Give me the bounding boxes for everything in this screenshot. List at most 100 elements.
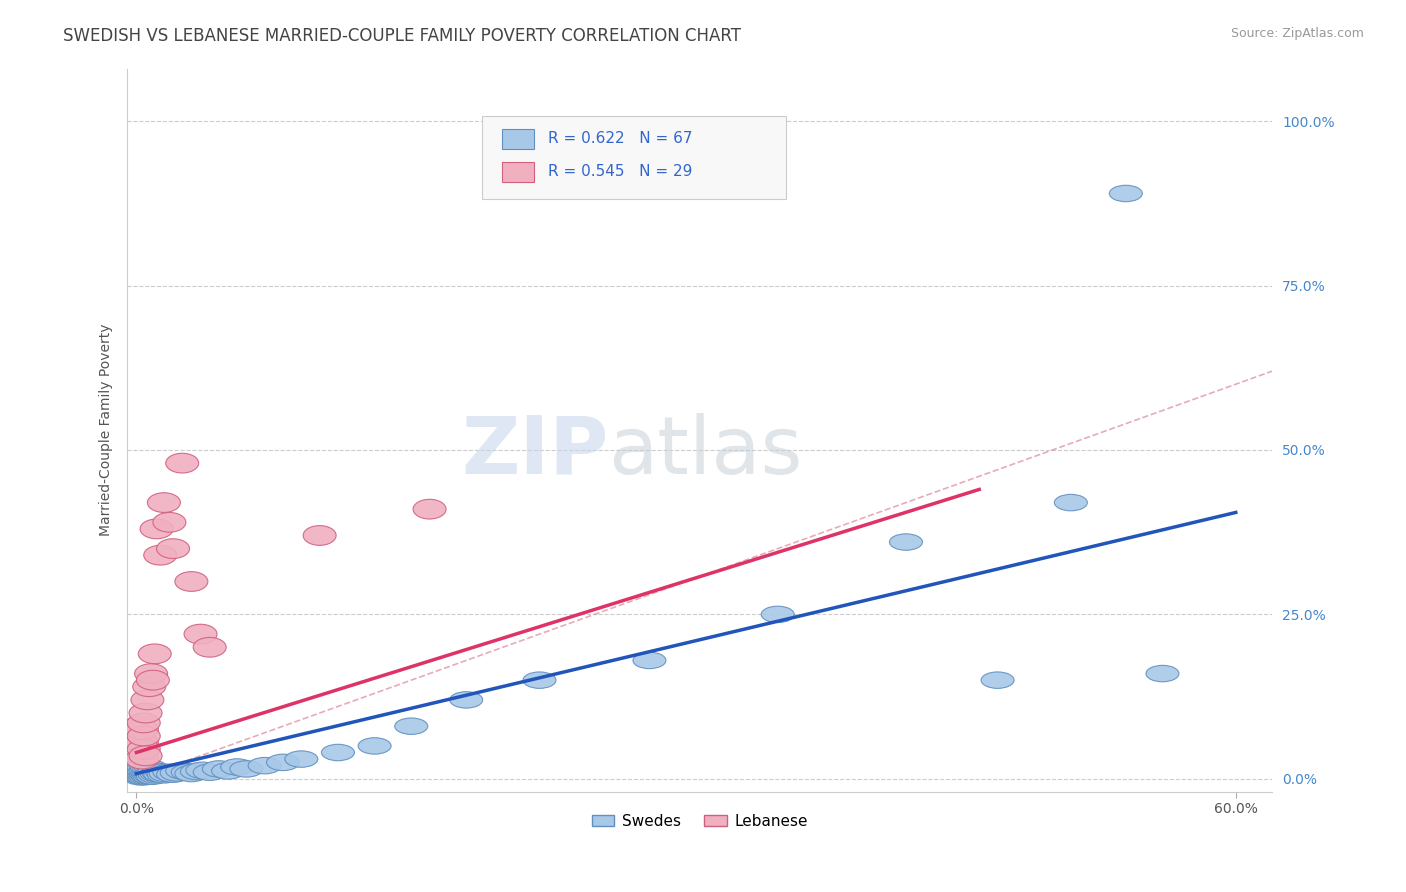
Ellipse shape xyxy=(143,545,177,565)
Ellipse shape xyxy=(129,703,162,723)
Ellipse shape xyxy=(122,763,155,779)
Y-axis label: Married-Couple Family Poverty: Married-Couple Family Poverty xyxy=(100,324,114,536)
Ellipse shape xyxy=(124,761,156,777)
Ellipse shape xyxy=(148,766,180,783)
Ellipse shape xyxy=(172,764,204,780)
Legend: Swedes, Lebanese: Swedes, Lebanese xyxy=(585,808,814,835)
Ellipse shape xyxy=(166,763,198,779)
Ellipse shape xyxy=(128,763,160,779)
Text: ZIP: ZIP xyxy=(461,413,609,491)
Ellipse shape xyxy=(143,766,177,782)
Text: SWEDISH VS LEBANESE MARRIED-COUPLE FAMILY POVERTY CORRELATION CHART: SWEDISH VS LEBANESE MARRIED-COUPLE FAMIL… xyxy=(63,27,741,45)
Ellipse shape xyxy=(132,677,166,697)
Ellipse shape xyxy=(761,607,794,623)
Ellipse shape xyxy=(413,500,446,519)
Ellipse shape xyxy=(1146,665,1180,681)
Ellipse shape xyxy=(1109,186,1142,202)
FancyBboxPatch shape xyxy=(482,116,786,199)
Text: Source: ZipAtlas.com: Source: ZipAtlas.com xyxy=(1230,27,1364,40)
Ellipse shape xyxy=(304,525,336,545)
Ellipse shape xyxy=(153,764,186,780)
Ellipse shape xyxy=(267,754,299,771)
Ellipse shape xyxy=(160,764,193,781)
Ellipse shape xyxy=(136,764,169,780)
Ellipse shape xyxy=(129,768,162,784)
FancyBboxPatch shape xyxy=(502,161,534,182)
Ellipse shape xyxy=(141,765,173,781)
Ellipse shape xyxy=(395,718,427,734)
Ellipse shape xyxy=(122,736,155,756)
Ellipse shape xyxy=(129,765,162,781)
Ellipse shape xyxy=(124,764,156,780)
Ellipse shape xyxy=(149,765,183,781)
Ellipse shape xyxy=(138,763,172,779)
Ellipse shape xyxy=(142,764,174,781)
Ellipse shape xyxy=(523,672,555,689)
Ellipse shape xyxy=(122,723,155,743)
Ellipse shape xyxy=(129,746,162,765)
Text: R = 0.545   N = 29: R = 0.545 N = 29 xyxy=(547,164,692,179)
Ellipse shape xyxy=(136,670,169,690)
Ellipse shape xyxy=(141,519,173,539)
Ellipse shape xyxy=(131,690,165,710)
Ellipse shape xyxy=(193,638,226,657)
Ellipse shape xyxy=(129,757,162,774)
Ellipse shape xyxy=(153,512,186,533)
Ellipse shape xyxy=(124,730,156,749)
Ellipse shape xyxy=(125,720,159,739)
Ellipse shape xyxy=(166,453,198,473)
Ellipse shape xyxy=(135,760,167,777)
Ellipse shape xyxy=(981,672,1014,689)
Ellipse shape xyxy=(890,533,922,550)
FancyBboxPatch shape xyxy=(502,128,534,149)
Ellipse shape xyxy=(122,765,155,781)
Ellipse shape xyxy=(359,738,391,754)
Ellipse shape xyxy=(136,768,169,784)
Ellipse shape xyxy=(221,759,253,775)
Ellipse shape xyxy=(125,757,159,774)
Ellipse shape xyxy=(285,751,318,767)
Ellipse shape xyxy=(202,761,235,777)
Ellipse shape xyxy=(125,768,159,784)
Ellipse shape xyxy=(125,766,159,782)
Ellipse shape xyxy=(146,764,179,780)
Ellipse shape xyxy=(184,624,217,644)
Ellipse shape xyxy=(138,644,172,664)
Ellipse shape xyxy=(125,732,159,753)
Ellipse shape xyxy=(174,765,208,781)
Ellipse shape xyxy=(186,762,219,779)
Ellipse shape xyxy=(124,716,156,736)
Ellipse shape xyxy=(211,763,245,779)
Text: atlas: atlas xyxy=(609,413,803,491)
Ellipse shape xyxy=(124,766,156,783)
Ellipse shape xyxy=(148,492,180,512)
Ellipse shape xyxy=(131,764,165,781)
Ellipse shape xyxy=(128,739,160,759)
Ellipse shape xyxy=(132,768,166,784)
Ellipse shape xyxy=(135,767,167,784)
Ellipse shape xyxy=(180,764,214,780)
Ellipse shape xyxy=(128,759,160,775)
Ellipse shape xyxy=(138,766,172,783)
Ellipse shape xyxy=(1054,494,1087,511)
Ellipse shape xyxy=(156,539,190,558)
Ellipse shape xyxy=(125,764,159,780)
Ellipse shape xyxy=(128,766,160,782)
Ellipse shape xyxy=(135,664,167,683)
Ellipse shape xyxy=(124,743,156,763)
Ellipse shape xyxy=(131,761,165,777)
Ellipse shape xyxy=(132,762,166,778)
Text: R = 0.622   N = 67: R = 0.622 N = 67 xyxy=(547,131,692,146)
Ellipse shape xyxy=(128,769,160,785)
Ellipse shape xyxy=(156,766,190,782)
Ellipse shape xyxy=(129,762,162,779)
Ellipse shape xyxy=(135,764,167,780)
Ellipse shape xyxy=(125,749,159,769)
Ellipse shape xyxy=(229,761,263,777)
Ellipse shape xyxy=(132,764,166,781)
Ellipse shape xyxy=(633,652,666,669)
Ellipse shape xyxy=(124,769,156,785)
Ellipse shape xyxy=(128,726,160,746)
Ellipse shape xyxy=(122,767,155,784)
Ellipse shape xyxy=(322,744,354,761)
